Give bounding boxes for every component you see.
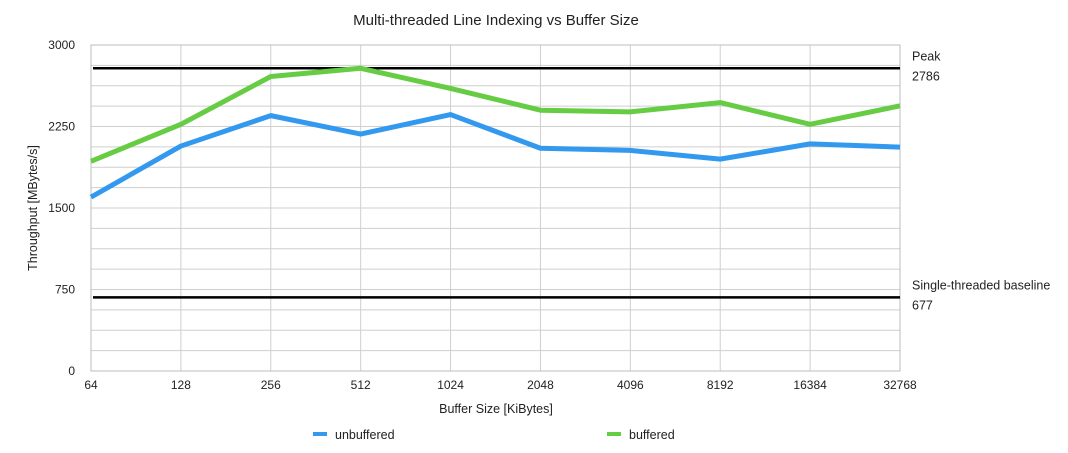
x-tick-label: 2048 (527, 378, 554, 392)
y-axis-ticks: 0 750 1500 2250 3000 (48, 38, 75, 378)
x-tick-label: 8192 (707, 378, 734, 392)
y-tick-label: 750 (55, 283, 75, 297)
reference-line-value: 2786 (912, 69, 940, 83)
reference-lines: Peak 2786 Single-threaded baseline 677 (93, 49, 1050, 312)
y-tick-label: 2250 (48, 120, 75, 134)
legend-label-buffered: buffered (629, 428, 675, 442)
x-tick-label: 512 (351, 378, 371, 392)
legend: unbuffered buffered (313, 428, 675, 442)
y-tick-label: 0 (68, 364, 75, 378)
x-tick-label: 4096 (617, 378, 644, 392)
reference-line-value: 677 (912, 298, 933, 312)
chart-title: Multi-threaded Line Indexing vs Buffer S… (353, 12, 639, 29)
x-tick-label: 1024 (437, 378, 464, 392)
legend-label-unbuffered: unbuffered (335, 428, 395, 442)
grid (90, 44, 901, 372)
x-tick-label: 64 (84, 378, 98, 392)
reference-line-name: Single-threaded baseline (912, 278, 1050, 292)
y-tick-label: 1500 (48, 201, 75, 215)
y-tick-label: 3000 (48, 38, 75, 52)
x-axis-label: Buffer Size [KiBytes] (439, 402, 553, 416)
y-axis-label: Throughput [MBytes/s] (26, 145, 40, 271)
reference-line-name: Peak (912, 49, 941, 63)
series-group (89, 65, 901, 200)
plot-frame (90, 44, 901, 372)
x-tick-label: 128 (171, 378, 191, 392)
x-tick-label: 32768 (883, 378, 917, 392)
series-line-buffered (90, 65, 901, 164)
x-tick-label: 16384 (793, 378, 827, 392)
x-tick-label: 256 (261, 378, 281, 392)
series-line-unbuffered (89, 112, 901, 200)
x-axis-ticks: 64 128 256 512 1024 2048 4096 8192 16384 32768 (84, 378, 917, 392)
